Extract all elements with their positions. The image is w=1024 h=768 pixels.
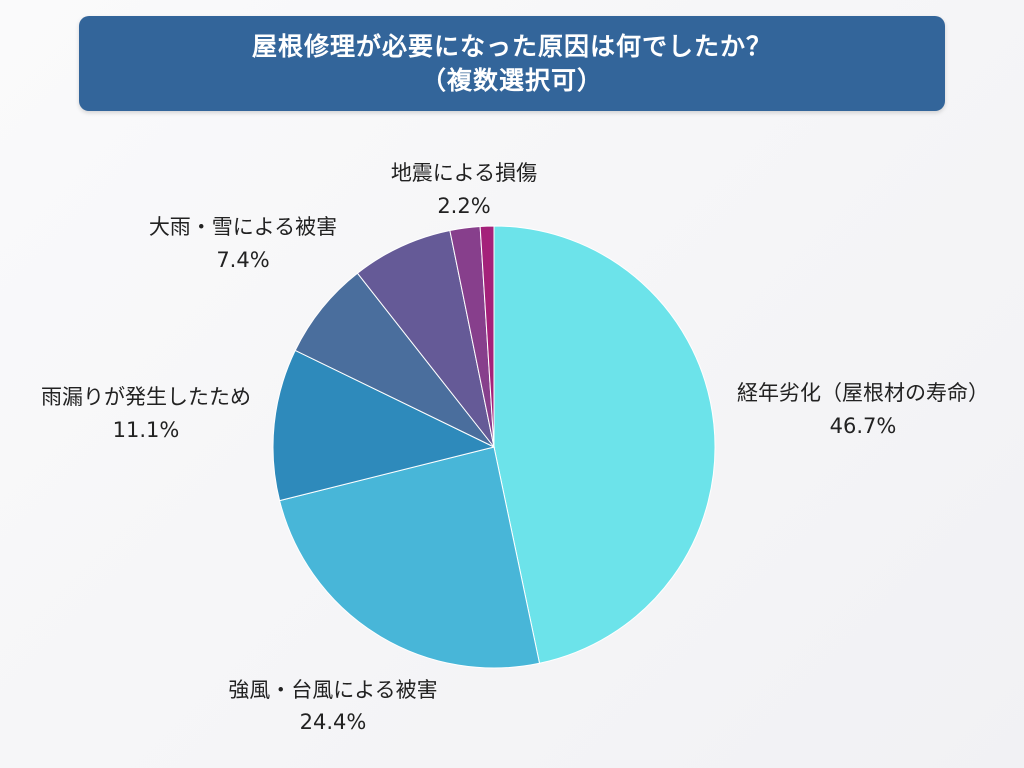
slice-label-aging: 経年劣化（屋根材の寿命） (737, 381, 989, 405)
slice-label-earthquake: 地震による損傷 (391, 161, 537, 185)
slice-value-leak: 11.1% (113, 418, 180, 442)
pie-slice-3 (294, 272, 495, 448)
slice-value-earthquake: 2.2% (437, 194, 490, 218)
slice-value-aging: 46.7% (830, 414, 897, 438)
slice-label-rain-snow: 大雨・雪による被害 (149, 215, 337, 239)
pie-slice-6 (479, 225, 495, 448)
slice-label-leak: 雨漏りが発生したため (41, 385, 251, 409)
slice-value-rain-snow: 7.4% (216, 248, 269, 272)
slice-label-wind: 強風・台風による被害 (228, 678, 437, 702)
chart-title: 屋根修理が必要になった原因は何でしたか？ (251, 32, 772, 61)
pie-slice-4 (356, 229, 495, 448)
pie-slice-0 (493, 225, 716, 664)
slice-value-wind: 24.4% (300, 710, 367, 734)
pie-slice-1 (278, 446, 541, 669)
chart-subtitle: （複数選択可） (420, 66, 603, 95)
pie-slice-2 (272, 349, 496, 502)
chart-title-banner: 屋根修理が必要になった原因は何でしたか？ （複数選択可） (79, 16, 945, 111)
pie-slices (272, 225, 716, 669)
